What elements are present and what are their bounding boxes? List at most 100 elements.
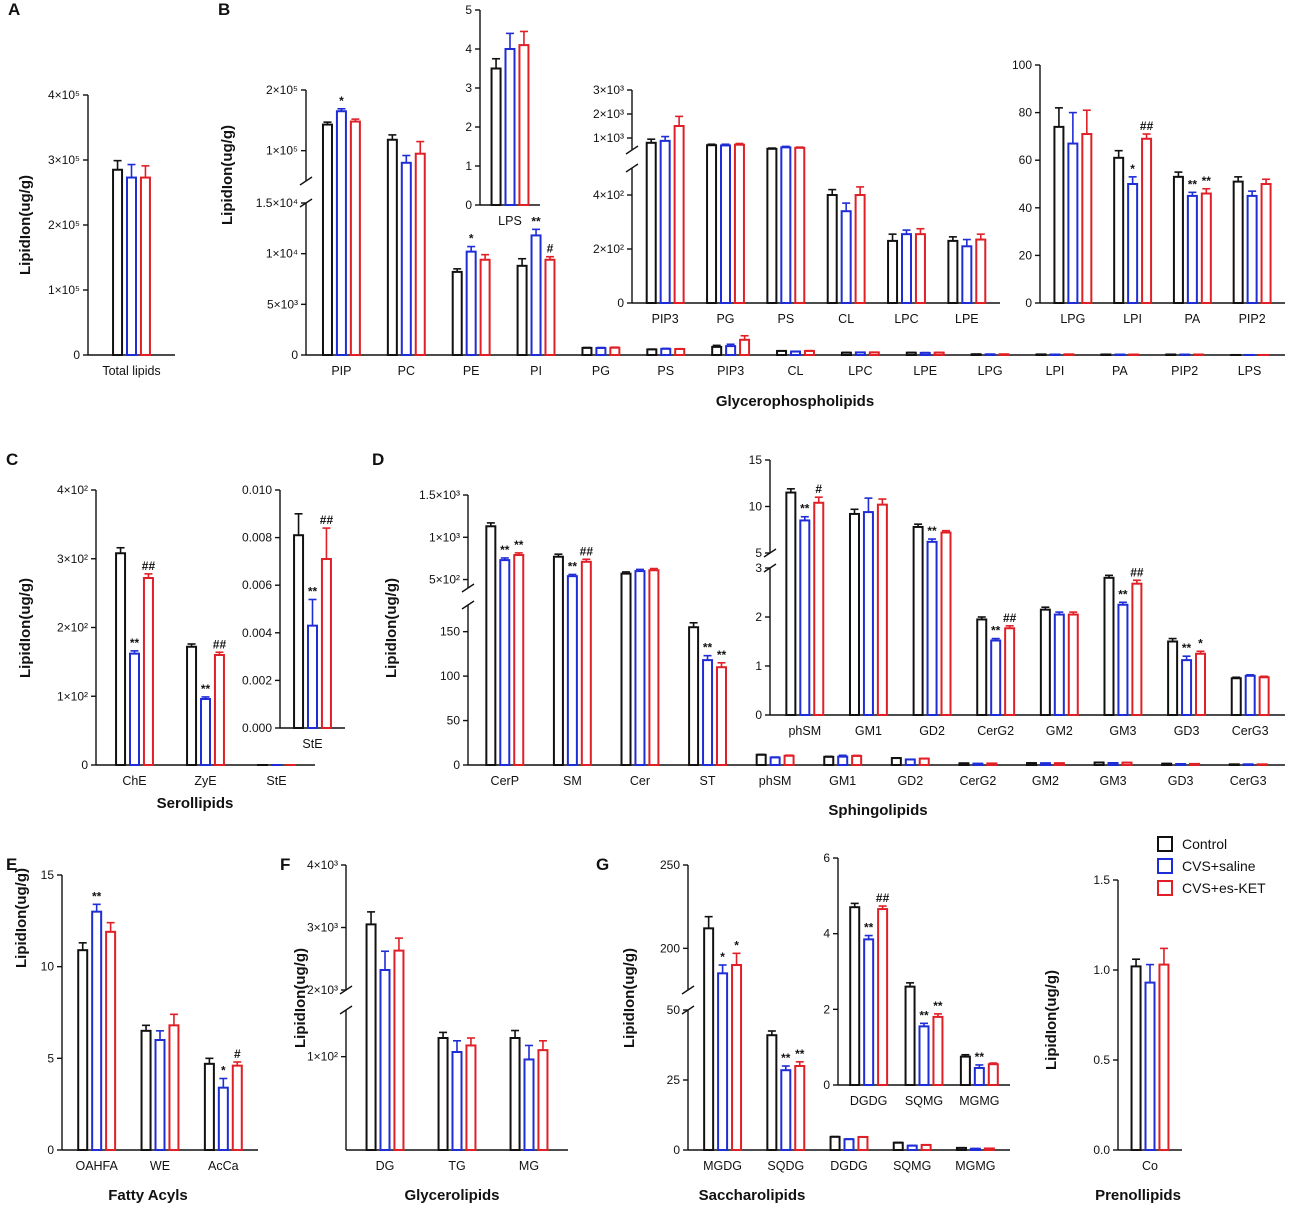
y-tick-label: 5 xyxy=(465,3,472,17)
bar-we-control xyxy=(140,1029,152,1152)
legend-label: Control xyxy=(1182,836,1227,852)
bar-pip-control xyxy=(321,123,333,356)
y-tick-label: 5×10³ xyxy=(267,297,298,311)
y-tick-label: 4×10⁵ xyxy=(48,88,80,102)
significance-mark: ** xyxy=(514,538,524,552)
y-tick-label: 15 xyxy=(41,868,55,882)
bar-lps-control xyxy=(490,67,502,206)
panel-letter: E xyxy=(6,855,17,874)
y-tick-label: 0 xyxy=(453,758,460,772)
category-label: SQDG xyxy=(767,1159,804,1173)
bar-total lipids-ket xyxy=(139,176,151,356)
y-tick-label: 4×10² xyxy=(57,483,88,497)
y-tick-label: 3 xyxy=(755,561,762,575)
bar-pi-control xyxy=(516,264,528,356)
bar-zye-control xyxy=(186,645,198,766)
chart-b-inset-mid: 0 2×10² 4×10² 1×10³ 2×10³ 3×10³ PIP3 PG PS CL LPC L… xyxy=(593,83,1000,326)
significance-mark: ** xyxy=(800,502,810,516)
bar-co-ket xyxy=(1158,963,1170,1151)
bar-gm2-saline xyxy=(1053,613,1065,716)
bar-phsm-saline xyxy=(769,756,781,767)
bar-ps-saline xyxy=(780,146,792,304)
panel-letter: F xyxy=(280,855,290,874)
y-tick-label: 150 xyxy=(440,625,460,639)
bar-pip3-control xyxy=(711,345,723,357)
bar-ps-ket xyxy=(674,348,686,356)
bar-pip3-saline xyxy=(659,139,671,304)
category-label: Total lipids xyxy=(102,364,160,378)
category-label: PIP3 xyxy=(652,312,679,326)
category-label: PE xyxy=(463,364,480,378)
bar-gd2-control xyxy=(912,525,924,717)
bar-gd2-saline xyxy=(926,540,938,717)
significance-mark: ## xyxy=(1140,119,1154,133)
x-axis-title: Saccharolipids xyxy=(699,1187,806,1204)
bar-sm-ket xyxy=(580,560,592,766)
category-label: LPI xyxy=(1046,364,1065,378)
bar-dg-ket xyxy=(393,949,405,1151)
bar-phsm-control xyxy=(785,491,797,716)
bar-st-control xyxy=(688,626,700,766)
bar-che-saline xyxy=(129,652,140,766)
bar-oahfa-control xyxy=(77,949,89,1152)
bar-gm3-saline xyxy=(1117,603,1129,716)
panel-letter: B xyxy=(218,0,230,19)
category-label: WE xyxy=(150,1159,170,1173)
significance-mark: ** xyxy=(1118,587,1128,601)
significance-mark: ** xyxy=(201,682,211,696)
bar-lpc-control xyxy=(887,239,899,304)
category-label: PI xyxy=(530,364,542,378)
bar-pg-ket xyxy=(609,346,621,357)
y-tick-label: 80 xyxy=(1019,106,1033,120)
bar-dgdg-control xyxy=(849,906,861,1087)
category-label: GM2 xyxy=(1046,724,1073,738)
bar-cl-saline xyxy=(790,350,801,356)
x-axis-title: Glycerolipids xyxy=(404,1187,499,1204)
bar-cerg3-ket xyxy=(1258,676,1270,717)
y-tick-label: 0.008 xyxy=(242,531,272,545)
bar-pc-control xyxy=(386,138,398,356)
bar-cerg3-control xyxy=(1230,677,1242,716)
y-axis-title: LipidIon(ug/g) xyxy=(292,948,309,1048)
bar-pg-control xyxy=(706,144,718,304)
category-label: LPC xyxy=(848,364,872,378)
significance-mark: ## xyxy=(213,637,227,651)
y-tick-label: 2×10² xyxy=(57,621,88,635)
category-label: StE xyxy=(302,737,322,751)
y-tick-label: 0.004 xyxy=(242,626,272,640)
significance-mark: ** xyxy=(1202,174,1212,188)
bar-zye-ket xyxy=(213,654,225,766)
y-tick-label: 0 xyxy=(81,758,88,772)
bar-pip2-ket xyxy=(1260,183,1272,304)
category-label: GD3 xyxy=(1168,774,1194,788)
category-label: MG xyxy=(519,1159,539,1173)
bar-dg-saline xyxy=(379,969,391,1151)
y-tick-label: 200 xyxy=(660,941,680,955)
bar-pip-saline xyxy=(335,110,347,356)
y-tick-label: 5 xyxy=(47,1051,54,1065)
category-label: GM3 xyxy=(1099,774,1126,788)
significance-mark: ** xyxy=(781,1051,791,1065)
bar-lpi-ket xyxy=(1141,137,1153,304)
category-label: CerG3 xyxy=(1232,724,1269,738)
bar-lps-saline xyxy=(504,48,516,206)
bar-lps-ket xyxy=(518,44,530,206)
category-label: SQMG xyxy=(893,1159,931,1173)
legend-swatch xyxy=(1157,880,1173,896)
bar-cerp-control xyxy=(485,525,497,766)
bar-gm1-control xyxy=(848,512,860,716)
bar-acca-saline xyxy=(217,1086,229,1151)
significance-mark: ** xyxy=(919,1008,929,1022)
significance-mark: * xyxy=(221,1064,226,1078)
y-tick-label: 4×10³ xyxy=(307,858,338,872)
y-tick-label: 0 xyxy=(823,1078,830,1092)
category-label: GM1 xyxy=(855,724,882,738)
bar-pc-saline xyxy=(400,161,412,356)
category-label: PIP3 xyxy=(717,364,744,378)
bar-tg-control xyxy=(437,1037,449,1151)
y-tick-label: 250 xyxy=(660,858,680,872)
y-tick-label: 10 xyxy=(749,500,763,514)
category-label: LPG xyxy=(1060,312,1085,326)
